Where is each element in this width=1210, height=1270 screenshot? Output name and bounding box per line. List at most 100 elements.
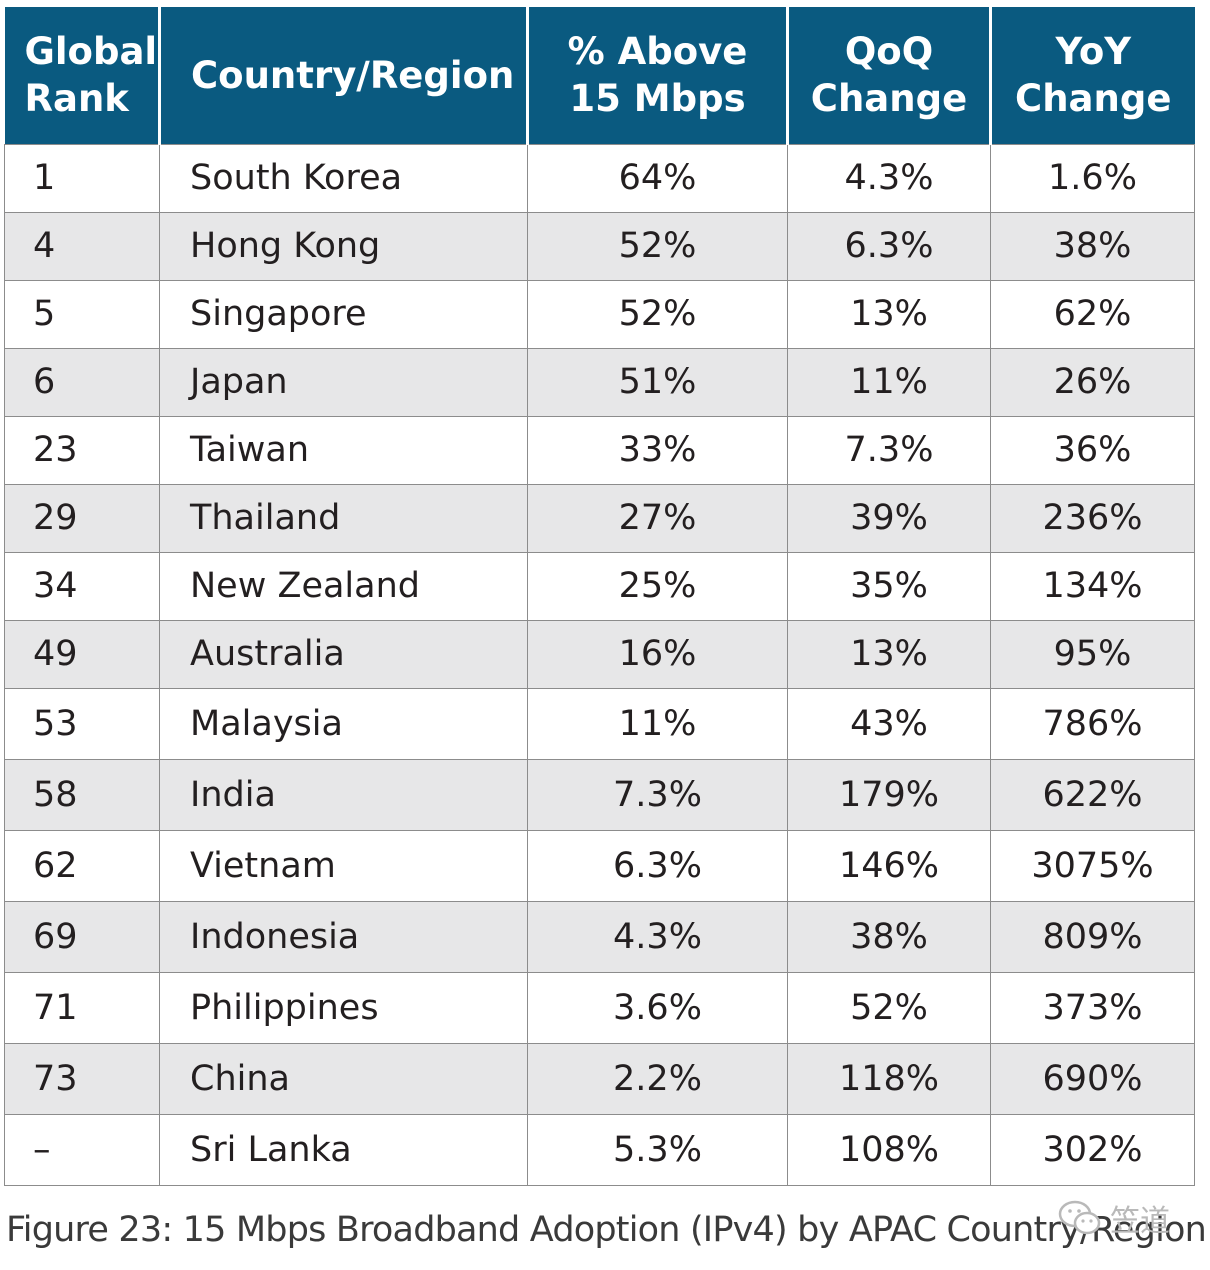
cell-global-rank: 6 bbox=[4, 347, 160, 417]
table-row: 53 Malaysia 11% 43% 786% bbox=[4, 687, 1195, 760]
cell-percent-above-15mbps: 52% bbox=[527, 211, 788, 281]
cell-percent-above-15mbps: 6.3% bbox=[527, 829, 788, 902]
cell-country-region: Japan bbox=[159, 347, 528, 417]
cell-percent-above-15mbps: 2.2% bbox=[527, 1042, 788, 1115]
table-row: 69 Indonesia 4.3% 38% 809% bbox=[4, 900, 1195, 973]
cell-country-region: Thailand bbox=[159, 483, 528, 553]
broadband-adoption-table: Global Rank Country/Region % Above 15 Mbps… bbox=[4, 7, 1195, 1186]
cell-percent-above-15mbps: 25% bbox=[527, 551, 788, 621]
cell-global-rank: 23 bbox=[4, 415, 160, 485]
cell-percent-above-15mbps: 52% bbox=[527, 279, 788, 349]
cell-qoq-change: 39% bbox=[787, 483, 991, 553]
cell-global-rank: 34 bbox=[4, 551, 160, 621]
cell-yoy-change: 38% bbox=[990, 211, 1195, 281]
table-row: 23 Taiwan 33% 7.3% 36% bbox=[4, 415, 1195, 485]
cell-qoq-change: 52% bbox=[787, 971, 991, 1044]
cell-country-region: China bbox=[159, 1042, 528, 1115]
cell-global-rank: 29 bbox=[4, 483, 160, 553]
table-row: 1 South Korea 64% 4.3% 1.6% bbox=[4, 143, 1195, 213]
cell-qoq-change: 6.3% bbox=[787, 211, 991, 281]
cell-global-rank: 5 bbox=[4, 279, 160, 349]
cell-yoy-change: 36% bbox=[990, 415, 1195, 485]
cell-global-rank: 58 bbox=[4, 758, 160, 831]
cell-global-rank: 1 bbox=[4, 143, 160, 213]
cell-qoq-change: 43% bbox=[787, 687, 991, 760]
cell-yoy-change: 373% bbox=[990, 971, 1195, 1044]
cell-qoq-change: 35% bbox=[787, 551, 991, 621]
cell-yoy-change: 134% bbox=[990, 551, 1195, 621]
cell-global-rank: 49 bbox=[4, 619, 160, 689]
cell-percent-above-15mbps: 5.3% bbox=[527, 1113, 788, 1186]
table-row: 71 Philippines 3.6% 52% 373% bbox=[4, 971, 1195, 1044]
cell-yoy-change: 690% bbox=[990, 1042, 1195, 1115]
cell-yoy-change: 26% bbox=[990, 347, 1195, 417]
cell-country-region: South Korea bbox=[159, 143, 528, 213]
table-body: 1 South Korea 64% 4.3% 1.6% 4 Hong Kong 52% 6.3%… bbox=[4, 143, 1195, 1186]
cell-percent-above-15mbps: 64% bbox=[527, 143, 788, 213]
cell-percent-above-15mbps: 4.3% bbox=[527, 900, 788, 973]
cell-yoy-change: 95% bbox=[990, 619, 1195, 689]
cell-yoy-change: 302% bbox=[990, 1113, 1195, 1186]
table-row: 49 Australia 16% 13% 95% bbox=[4, 619, 1195, 689]
table-row: 34 New Zealand 25% 35% 134% bbox=[4, 551, 1195, 621]
cell-global-rank: 71 bbox=[4, 971, 160, 1044]
cell-country-region: Indonesia bbox=[159, 900, 528, 973]
cell-global-rank: 62 bbox=[4, 829, 160, 902]
cell-percent-above-15mbps: 51% bbox=[527, 347, 788, 417]
table-row: 73 China 2.2% 118% 690% bbox=[4, 1042, 1195, 1115]
cell-percent-above-15mbps: 16% bbox=[527, 619, 788, 689]
broadband-table-container: Global Rank Country/Region % Above 15 Mbps… bbox=[4, 7, 1195, 1186]
table-row: 4 Hong Kong 52% 6.3% 38% bbox=[4, 211, 1195, 281]
cell-global-rank: – bbox=[4, 1113, 160, 1186]
cell-percent-above-15mbps: 7.3% bbox=[527, 758, 788, 831]
table-row: 62 Vietnam 6.3% 146% 3075% bbox=[4, 829, 1195, 902]
table-row: 58 India 7.3% 179% 622% bbox=[4, 758, 1195, 831]
cell-qoq-change: 7.3% bbox=[787, 415, 991, 485]
figure-caption: Figure 23: 15 Mbps Broadband Adoption (I… bbox=[6, 1210, 1207, 1250]
cell-global-rank: 53 bbox=[4, 687, 160, 760]
cell-yoy-change: 62% bbox=[990, 279, 1195, 349]
cell-qoq-change: 4.3% bbox=[787, 143, 991, 213]
cell-global-rank: 69 bbox=[4, 900, 160, 973]
header-percent-above-15mbps: % Above 15 Mbps bbox=[526, 7, 788, 144]
cell-qoq-change: 146% bbox=[787, 829, 991, 902]
cell-percent-above-15mbps: 11% bbox=[527, 687, 788, 760]
cell-percent-above-15mbps: 33% bbox=[527, 415, 788, 485]
cell-country-region: New Zealand bbox=[159, 551, 528, 621]
cell-country-region: Philippines bbox=[159, 971, 528, 1044]
cell-yoy-change: 236% bbox=[990, 483, 1195, 553]
cell-yoy-change: 809% bbox=[990, 900, 1195, 973]
table-row: – Sri Lanka 5.3% 108% 302% bbox=[4, 1113, 1195, 1186]
cell-percent-above-15mbps: 27% bbox=[527, 483, 788, 553]
cell-yoy-change: 1.6% bbox=[990, 143, 1195, 213]
header-yoy-change: YoY Change bbox=[989, 7, 1195, 144]
cell-global-rank: 4 bbox=[4, 211, 160, 281]
table-row: 6 Japan 51% 11% 26% bbox=[4, 347, 1195, 417]
cell-country-region: Singapore bbox=[159, 279, 528, 349]
watermark-text: 笠道 bbox=[1110, 1204, 1170, 1239]
cell-qoq-change: 13% bbox=[787, 279, 991, 349]
header-country-region: Country/Region bbox=[158, 7, 528, 144]
header-row: Global Rank Country/Region % Above 15 Mbps… bbox=[4, 7, 1195, 144]
cell-yoy-change: 622% bbox=[990, 758, 1195, 831]
cell-country-region: Sri Lanka bbox=[159, 1113, 528, 1186]
cell-qoq-change: 38% bbox=[787, 900, 991, 973]
cell-country-region: Hong Kong bbox=[159, 211, 528, 281]
cell-country-region: Malaysia bbox=[159, 687, 528, 760]
cell-yoy-change: 786% bbox=[990, 687, 1195, 760]
table-header: Global Rank Country/Region % Above 15 Mbps… bbox=[4, 7, 1195, 144]
cell-yoy-change: 3075% bbox=[990, 829, 1195, 902]
table-row: 29 Thailand 27% 39% 236% bbox=[4, 483, 1195, 553]
cell-qoq-change: 11% bbox=[787, 347, 991, 417]
cell-qoq-change: 179% bbox=[787, 758, 991, 831]
table-row: 5 Singapore 52% 13% 62% bbox=[4, 279, 1195, 349]
wechat-icon bbox=[1058, 1199, 1102, 1237]
cell-country-region: Taiwan bbox=[159, 415, 528, 485]
header-qoq-change: QoQ Change bbox=[786, 7, 991, 144]
cell-country-region: Vietnam bbox=[159, 829, 528, 902]
cell-percent-above-15mbps: 3.6% bbox=[527, 971, 788, 1044]
watermark: 笠道 bbox=[1058, 1196, 1170, 1240]
cell-country-region: Australia bbox=[159, 619, 528, 689]
cell-country-region: India bbox=[159, 758, 528, 831]
cell-qoq-change: 118% bbox=[787, 1042, 991, 1115]
